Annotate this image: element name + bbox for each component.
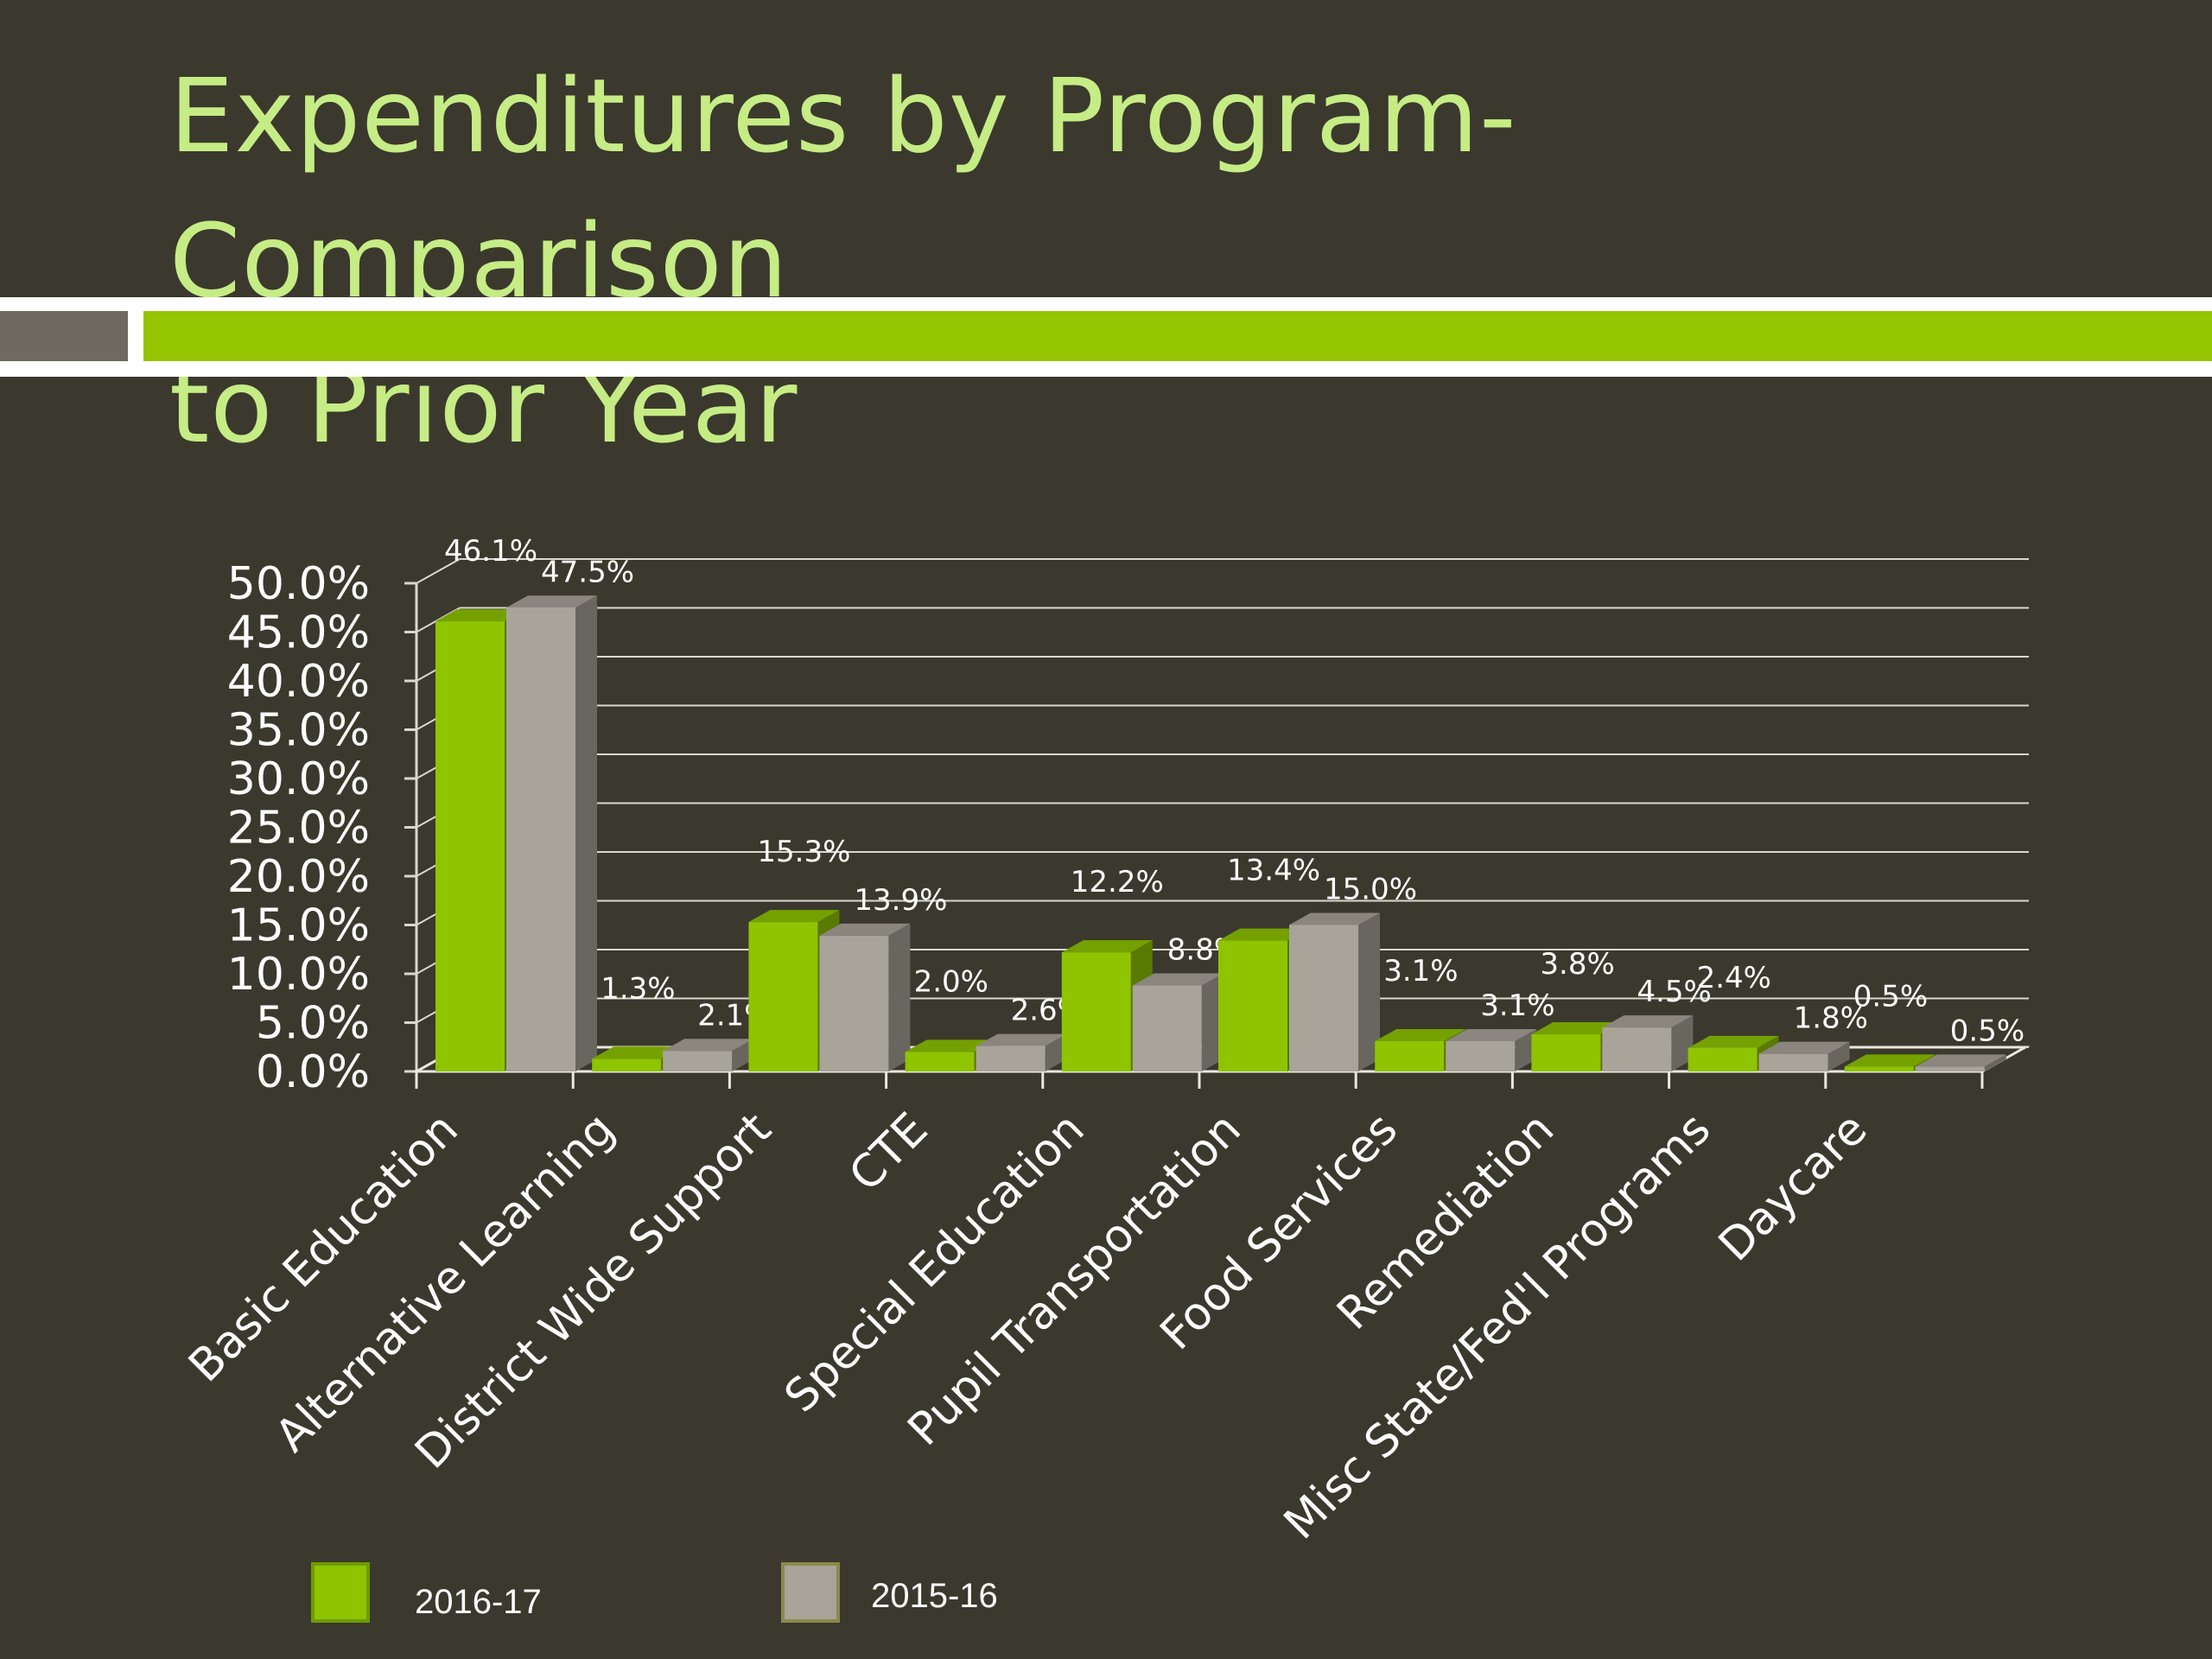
bar <box>976 1046 1046 1071</box>
bar <box>1602 1027 1672 1071</box>
gridline-depth <box>416 558 461 584</box>
y-tick-label: 20.0% <box>227 851 370 903</box>
data-label: 0.5% <box>1853 979 1928 1014</box>
data-label: 46.1% <box>444 534 537 569</box>
bar-top <box>976 1033 1067 1046</box>
data-label: 13.9% <box>854 883 947 918</box>
bar <box>1758 1053 1828 1071</box>
bar-top <box>1688 1035 1779 1048</box>
data-label: 15.0% <box>1324 873 1417 907</box>
bar <box>905 1052 975 1071</box>
legend-swatch <box>311 1562 370 1623</box>
bar-top <box>1132 973 1224 986</box>
bar <box>748 922 818 1071</box>
data-label: 1.8% <box>1794 1001 1868 1036</box>
y-tick-label: 25.0% <box>227 803 370 855</box>
bar-top <box>1531 1022 1623 1035</box>
title-divider-green-bar <box>143 311 2212 361</box>
bar <box>1446 1040 1516 1071</box>
data-label: 4.5% <box>1637 975 1711 1009</box>
bar-side <box>1827 1041 1850 1071</box>
bar-top <box>1061 940 1153 953</box>
bar-top <box>506 595 597 608</box>
bar-top <box>819 923 911 936</box>
bar <box>663 1051 733 1071</box>
x-category-label: Daycare <box>1709 1103 1878 1272</box>
bar <box>1531 1034 1601 1071</box>
bar-top <box>663 1039 754 1052</box>
y-tick-label: 50.0% <box>227 558 370 610</box>
bar-top <box>1446 1028 1537 1041</box>
data-label: 3.1% <box>1383 954 1458 988</box>
data-label: 2.4% <box>1697 961 1771 995</box>
bar-top <box>1289 912 1380 925</box>
x-category-label: Special Education <box>775 1103 1095 1423</box>
bar <box>506 607 575 1071</box>
data-label: 47.5% <box>541 555 634 589</box>
bar-side <box>1671 1015 1694 1071</box>
data-label: 2.0% <box>914 964 988 999</box>
y-tick-label: 45.0% <box>227 607 370 659</box>
bar <box>1375 1040 1445 1071</box>
data-label: 3.1% <box>1480 988 1554 1023</box>
bar-side <box>1201 973 1224 1071</box>
bar-top <box>1375 1028 1466 1041</box>
legend-swatch <box>781 1562 840 1623</box>
legend-label: 2016-17 <box>415 1583 542 1621</box>
y-tick-label: 30.0% <box>227 753 370 805</box>
bar <box>1915 1066 1985 1071</box>
bar-top <box>435 609 526 622</box>
bar-top <box>905 1039 996 1052</box>
data-label: 0.5% <box>1950 1014 2024 1048</box>
bar <box>819 935 889 1071</box>
data-label: 12.2% <box>1071 865 1164 899</box>
y-tick-label: 10.0% <box>227 949 370 1001</box>
bar-side <box>1358 912 1380 1071</box>
y-tick-label: 35.0% <box>227 705 370 757</box>
y-tick-label: 0.0% <box>256 1046 370 1098</box>
x-category-label: CTE <box>840 1103 938 1202</box>
slide-title-line-1: Expenditures by Program-Comparison <box>169 56 1517 321</box>
bar-side <box>575 595 597 1071</box>
data-label: 15.3% <box>757 835 850 869</box>
data-label: 13.4% <box>1227 854 1320 888</box>
bar-top <box>748 910 840 923</box>
bar-side <box>1045 1033 1067 1071</box>
bar <box>1061 952 1131 1071</box>
bar <box>1844 1066 1914 1071</box>
bar <box>435 621 505 1071</box>
legend-label: 2015-16 <box>871 1577 998 1615</box>
x-category-label: Basic Education <box>179 1103 468 1393</box>
bar-top <box>1758 1041 1850 1054</box>
bar-side <box>888 923 911 1071</box>
y-tick-label: 40.0% <box>227 656 370 708</box>
data-label: 1.3% <box>601 971 675 1006</box>
y-tick-label: 15.0% <box>227 900 370 952</box>
bar-top <box>592 1046 683 1059</box>
title-divider-grey-block <box>0 311 128 361</box>
bar-top <box>1915 1054 2006 1067</box>
bar-top <box>1602 1015 1694 1028</box>
bar <box>1289 925 1358 1071</box>
bar-side <box>1515 1028 1537 1071</box>
y-tick-label: 5.0% <box>256 998 370 1050</box>
bar <box>1218 940 1287 1071</box>
bar-side <box>1984 1054 2006 1071</box>
bar-top <box>1218 928 1309 941</box>
bar <box>1688 1047 1758 1071</box>
bar <box>1132 985 1202 1071</box>
bar <box>592 1058 662 1071</box>
data-label: 3.8% <box>1540 947 1614 982</box>
bar-top <box>1844 1054 1936 1067</box>
bar-side <box>732 1039 754 1071</box>
